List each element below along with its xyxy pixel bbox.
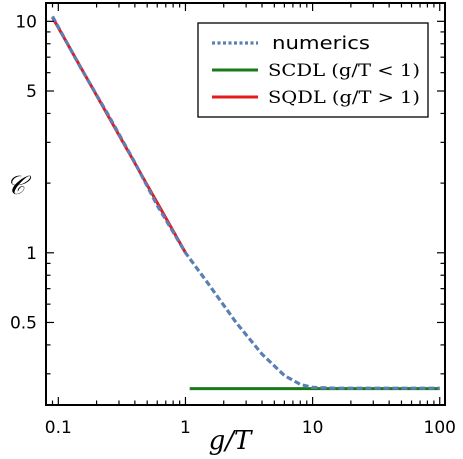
- axis-ticks: 0.1 1 10 100 0.5 1 5 10: [10, 3, 456, 438]
- plot-area: [51, 15, 440, 391]
- series-line-0: [51, 15, 440, 390]
- legend-label-2: SQDL (g/T > 1): [268, 88, 420, 108]
- legend: numerics SCDL (g/T < 1) SQDL (g/T > 1): [197, 22, 429, 118]
- x-tick-label: 0.1: [45, 418, 72, 438]
- y-tick-label: 10: [15, 12, 37, 32]
- legend-label-1: SCDL (g/T < 1): [268, 61, 420, 81]
- x-tick-label: 1: [180, 418, 191, 438]
- y-tick-label: 5: [26, 82, 37, 102]
- legend-label-0: numerics: [272, 33, 370, 54]
- y-tick-label: 0.5: [10, 313, 37, 333]
- y-axis-label: 𝒞: [6, 171, 32, 201]
- x-axis-label: g/T: [209, 426, 253, 456]
- x-tick-label: 100: [424, 418, 456, 438]
- y-tick-label: 1: [26, 244, 37, 264]
- plot-frame: [45, 2, 446, 406]
- x-tick-label: 10: [302, 418, 324, 438]
